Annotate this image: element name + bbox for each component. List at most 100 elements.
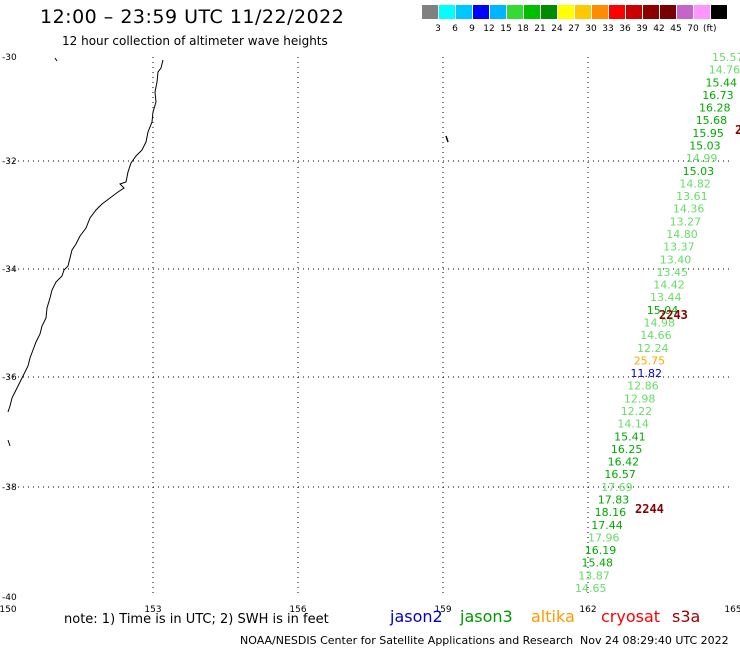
wave-height-label: 15.57 [712,51,740,64]
wave-height-label: 12.24 [637,342,669,355]
wave-height-label: 12.98 [624,392,656,405]
legend-cryosat: cryosat [601,607,661,626]
wave-height-label: 15.41 [614,430,646,443]
wave-height-label: 14.82 [679,177,711,190]
colorbar-label: 3 [435,24,441,34]
colorbar-label: 21 [534,24,546,34]
colorbar-label: 42 [653,24,665,34]
wave-height-label: 14.66 [640,329,672,342]
colorbar-swatch [711,5,727,19]
colorbar-swatch [439,5,455,19]
colorbar-label: 70 [687,24,699,34]
wave-height-label: 14.76 [709,64,740,77]
wave-height-label: 14.99 [686,152,718,165]
colorbar-label: 33 [602,24,614,34]
altimeter-track: 15.5714.7615.4416.7316.2815.6815.9515.03… [575,51,740,595]
colorbar-swatch [473,5,489,19]
colorbar-swatch [694,5,710,19]
colorbar-label: 6 [452,24,458,34]
wave-height-label: 14.65 [575,582,607,595]
colorbar-swatch [541,5,557,19]
wave-height-label: 16.42 [608,456,640,469]
colorbar-swatch [524,5,540,19]
wave-height-label: 14.14 [617,418,649,431]
colorbar-swatch [609,5,625,19]
colorbar-label: 45 [670,24,682,34]
time-label: 2243 [659,308,688,322]
longitude-label: 162 [579,605,596,615]
colorbar-label: 24 [551,24,563,34]
time-label: 2244 [635,502,664,516]
longitude-labels: 150 153 156 159 162 165 [0,605,740,615]
colorbar-swatch [677,5,693,19]
wave-height-label: 16.25 [611,443,643,456]
longitude-label: 150 [0,605,17,615]
wave-height-label: 13.37 [663,241,695,254]
colorbar-label: 39 [636,24,648,34]
colorbar-swatch [660,5,676,19]
wave-height-label: 13.87 [578,569,610,582]
colorbar-swatch [558,5,574,19]
longitude-label: 153 [144,605,161,615]
wave-height-label: 15.04 [647,304,679,317]
latitude-label: -38 [2,483,17,493]
wave-height-label: 17.69 [601,481,633,494]
wave-height-label: 12.86 [627,380,659,393]
colorbar-swatch [643,5,659,19]
coastline [7,59,164,413]
wave-height-label: 14.80 [666,228,698,241]
colorbar-swatch [422,5,438,19]
latitude-label: -36 [2,373,17,383]
latitude-label: -30 [2,53,17,63]
wave-height-label: 13.45 [657,266,689,279]
wave-height-label: 17.96 [588,531,620,544]
wave-height-label: 14.36 [673,203,705,216]
wave-height-label: 16.57 [604,468,636,481]
colorbar-label: 36 [619,24,631,34]
coast-tick [54,57,58,62]
longitude-label: 159 [434,605,451,615]
wave-height-label: 16.28 [699,102,731,115]
wave-height-label: 25.75 [634,354,666,367]
grid-lines [8,57,733,597]
colorbar-swatch [456,5,472,19]
legend-jason2: jason2 [390,607,443,626]
colorbar-swatch [592,5,608,19]
latitude-label: -32 [2,157,17,167]
latitude-label: -34 [2,265,17,275]
wave-height-label: 13.44 [650,291,682,304]
island-mark [445,135,449,143]
footer-note: note: 1) Time is in UTC; 2) SWH is in fe… [64,612,329,627]
legend-jason3: jason3 [460,607,513,626]
coastline-south [7,439,11,447]
colorbar-swatch [490,5,506,19]
colorbar-unit: (ft) [703,24,717,34]
wave-height-label: 13.61 [676,190,708,203]
colorbar-label: 30 [585,24,597,34]
time-label: 2 [735,123,740,137]
colorbar-label: 9 [469,24,475,34]
wave-height-label: 13.27 [670,215,702,228]
colorbar-label: 12 [483,24,495,34]
wave-height-label: 16.73 [702,89,734,102]
wave-height-label: 17.44 [591,519,623,532]
wave-height-label: 17.83 [598,494,630,507]
wave-height-label: 15.03 [683,165,715,178]
colorbar-label: 27 [568,24,580,34]
wave-height-label: 14.98 [644,317,676,330]
wave-height-label: 15.48 [582,557,614,570]
wave-height-label: 18.16 [595,506,627,519]
wave-height-label: 16.19 [585,544,617,557]
wave-height-label: 15.44 [706,76,738,89]
credit-text: NOAA/NESDIS Center for Satellite Applica… [240,634,574,647]
legend-altika: altika [531,607,575,626]
timestamp-text: Nov 24 08:29:40 UTC 2022 [580,634,729,647]
wave-height-label: 12.22 [621,405,653,418]
longitude-label: 165 [724,605,740,615]
colorbar-swatch [575,5,591,19]
wave-height-label: 11.82 [631,367,663,380]
legend-s3a: s3a [672,607,701,626]
wave-height-label: 14.42 [653,279,685,292]
colorbar-swatch [626,5,642,19]
